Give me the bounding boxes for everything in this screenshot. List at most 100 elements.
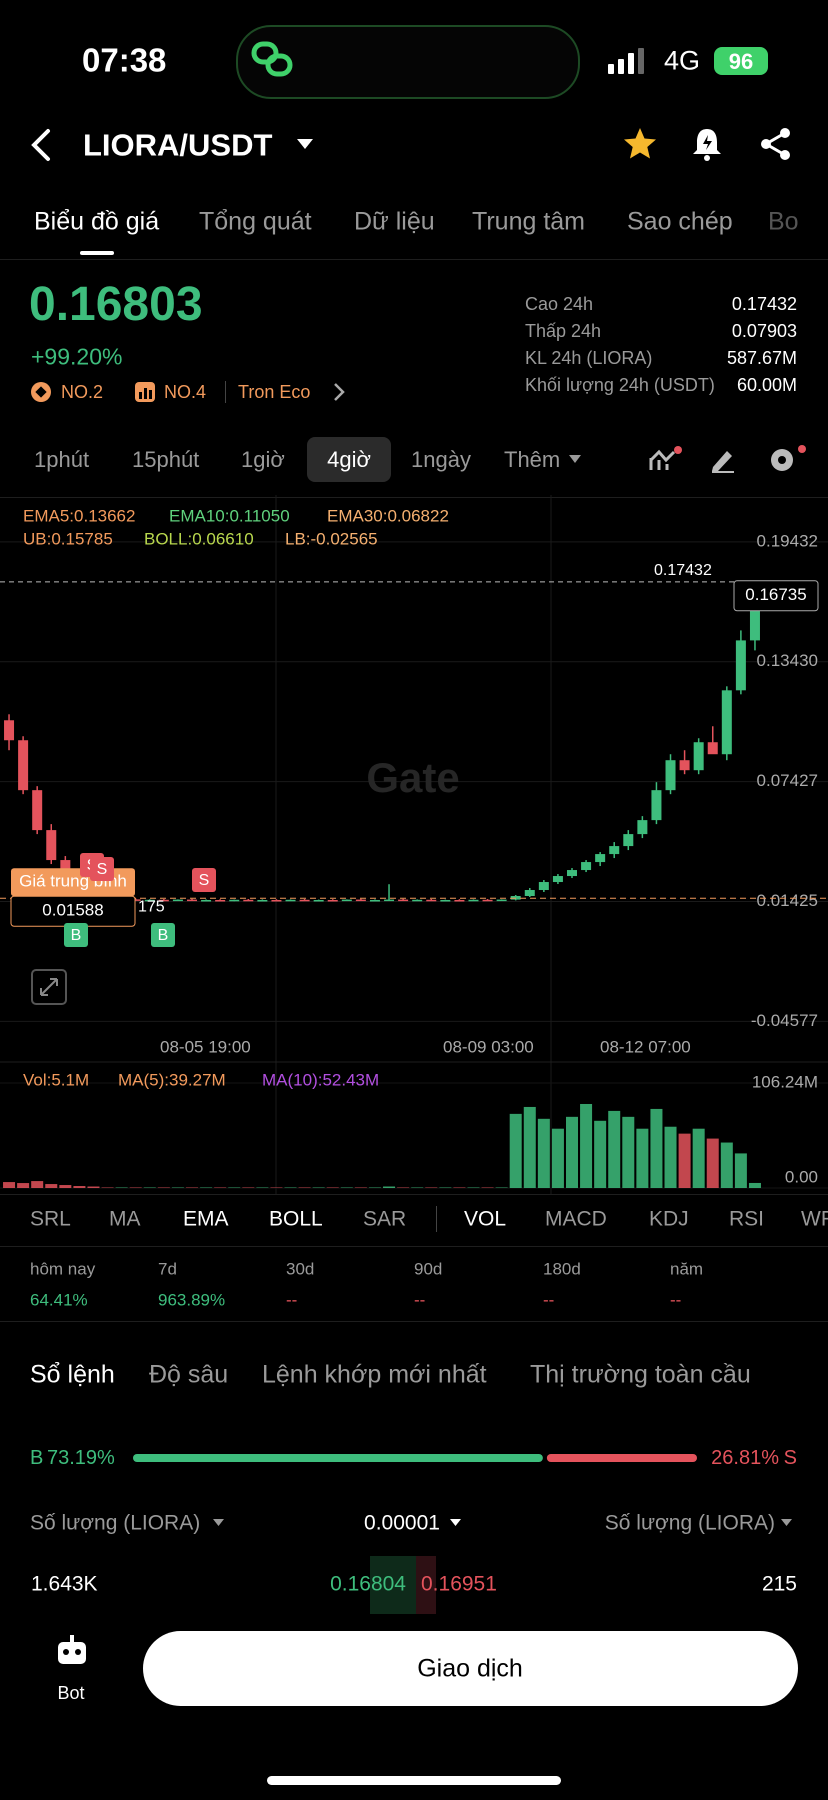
candle-body <box>355 899 366 902</box>
precision-select[interactable]: 0.00001 <box>364 1511 440 1535</box>
volume-bar <box>622 1116 635 1188</box>
expand-icon <box>40 978 58 996</box>
interval[interactable]: 1phút <box>34 447 90 472</box>
volume-bar <box>580 1103 593 1188</box>
candle-body <box>46 830 57 861</box>
indicator-tab[interactable]: BOLL <box>269 1207 323 1231</box>
indicator-tab[interactable]: MA <box>109 1207 141 1231</box>
separator <box>436 1206 437 1232</box>
indicator-tab[interactable]: RSI <box>729 1207 765 1231</box>
pair-dropdown[interactable] <box>296 137 314 151</box>
buy-ratio-bar <box>133 1454 543 1462</box>
trade-mark-label: B <box>158 927 169 944</box>
candle-body <box>468 899 479 902</box>
indicator-icon[interactable] <box>648 446 682 474</box>
indicator-tab[interactable]: EMA <box>183 1207 229 1231</box>
candle-body <box>454 899 465 902</box>
orderbook-tab[interactable]: Lệnh khớp mới nhất <box>262 1360 487 1389</box>
bid-price: 0.16804 <box>330 1572 406 1596</box>
interval[interactable]: 1ngày <box>411 447 471 472</box>
bot-icon[interactable] <box>56 1634 88 1666</box>
divider <box>0 497 828 498</box>
orderbook-tab[interactable]: Sổ lệnh <box>30 1360 115 1389</box>
dropdown[interactable] <box>213 1519 224 1527</box>
pair-title[interactable]: LIORA/USDT <box>83 127 273 163</box>
volume-bar <box>692 1128 705 1188</box>
favorite-icon[interactable] <box>622 126 658 162</box>
indicator-tab[interactable]: VOL <box>464 1207 507 1231</box>
candle-body <box>524 890 535 897</box>
ask-depth <box>416 1556 436 1614</box>
trade-button[interactable] <box>143 1631 798 1706</box>
tab[interactable]: Sao chép <box>627 207 733 236</box>
candle-body <box>693 742 704 771</box>
tab[interactable]: Dữ liệu <box>354 207 435 236</box>
expand-button[interactable] <box>31 969 67 1005</box>
interval[interactable]: 15phút <box>132 447 200 472</box>
trade-button-label[interactable]: Giao dịch <box>417 1654 523 1683</box>
bot-label[interactable]: Bot <box>57 1683 85 1703</box>
indicator-label: EMA30:0.06822 <box>327 506 449 525</box>
dropdown[interactable] <box>781 1519 792 1527</box>
back-button[interactable] <box>28 128 54 162</box>
indicator-tab[interactable]: KDJ <box>649 1207 689 1231</box>
ecosystem-badge[interactable]: Tron Eco <box>238 382 311 402</box>
rank-badge[interactable]: NO.4 <box>164 382 207 402</box>
candle-body <box>257 899 268 902</box>
interval[interactable]: 1giờ <box>241 447 285 472</box>
tab[interactable]: Bo <box>768 207 799 236</box>
indicator-tab[interactable]: SRL <box>30 1207 71 1231</box>
candle-body <box>609 846 620 855</box>
interval[interactable]: 4giờ <box>327 447 371 472</box>
volume-bar <box>17 1183 30 1188</box>
share-icon[interactable] <box>759 127 793 161</box>
rank-icon <box>135 382 155 402</box>
candle-body <box>496 899 507 902</box>
candle-body <box>4 720 15 741</box>
candle-body <box>412 899 423 902</box>
candle-body <box>707 742 718 755</box>
chevron-right[interactable] <box>332 382 346 402</box>
candle-body <box>327 899 338 902</box>
alert-icon[interactable] <box>690 126 724 162</box>
rank-badge[interactable]: NO.2 <box>61 382 104 402</box>
tab[interactable]: Tổng quát <box>199 207 312 236</box>
sell-ratio: 26.81% <box>711 1447 779 1469</box>
indicator-tab[interactable]: SAR <box>363 1207 407 1231</box>
candle-body <box>299 899 310 902</box>
orderbook-tab[interactable]: Thị trường toàn cầu <box>530 1360 751 1389</box>
volume-bar <box>594 1120 607 1188</box>
price-change: +99.20% <box>31 343 123 370</box>
stat-value: 0.17432 <box>731 294 797 314</box>
status-time: 07:38 <box>82 41 167 79</box>
tab[interactable]: Biểu đồ giá <box>34 207 160 236</box>
volume-bar <box>45 1184 58 1188</box>
watermark: Gate <box>366 754 459 801</box>
trade-mark <box>90 857 114 881</box>
draw-icon[interactable] <box>709 447 737 473</box>
y-tick-label: 0.01425 <box>757 891 818 910</box>
tab[interactable]: Trung tâm <box>472 207 586 236</box>
volume-bar <box>3 1182 16 1188</box>
more-dropdown[interactable] <box>569 455 581 464</box>
volume-bar <box>734 1153 747 1188</box>
interval[interactable]: Thêm <box>504 447 561 472</box>
indicator-tab[interactable]: WR <box>801 1207 828 1231</box>
stat-label: Khối lượng 24h (USDT) <box>525 375 715 395</box>
battery <box>714 47 768 75</box>
grid <box>0 495 828 1195</box>
trade-mark <box>192 868 216 892</box>
settings-icon[interactable] <box>767 445 807 475</box>
volume-bar <box>523 1106 536 1188</box>
last-price-box <box>733 580 819 612</box>
volume-bar <box>608 1110 621 1188</box>
indicator-tab[interactable]: MACD <box>545 1207 607 1231</box>
volume-tick-label: 106.24M <box>752 1072 818 1091</box>
indicator-label: UB:0.15785 <box>23 529 113 548</box>
dropdown[interactable] <box>450 1519 461 1527</box>
candle-body <box>144 899 155 902</box>
orderbook-tab[interactable]: Độ sâu <box>149 1360 229 1389</box>
network-label: 4G <box>664 45 701 76</box>
stat-label: Cao 24h <box>525 294 594 314</box>
